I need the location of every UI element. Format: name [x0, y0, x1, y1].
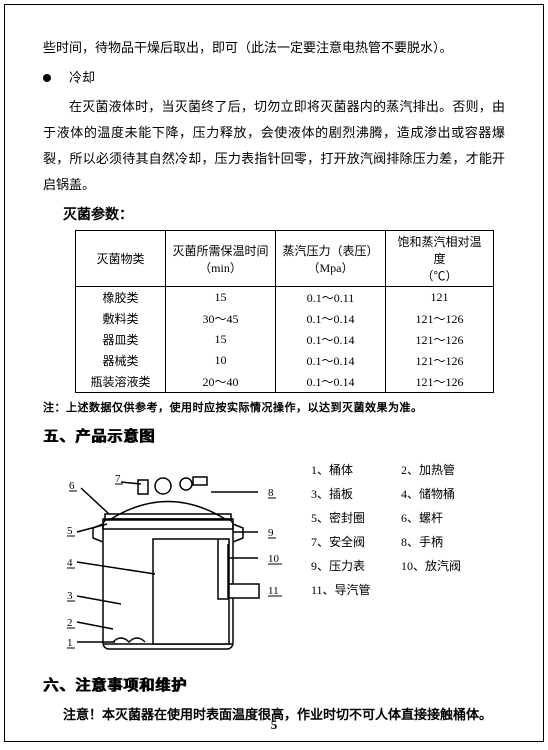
product-diagram: 1 2 3 4 5 6 7 8 9 10 11: [43, 454, 303, 664]
table-row: 器皿类150.1～0.14121～126: [76, 329, 494, 350]
table-cell: 0.1～0.11: [276, 287, 386, 309]
heading-notes: 六、注意事项和维护: [43, 674, 505, 695]
top-fragment: 些时间，待物品干燥后取出，即可（此法一定要注意电热管不要脱水）。: [43, 35, 505, 61]
svg-text:3: 3: [67, 590, 73, 602]
table-cell: 0.1～0.14: [276, 308, 386, 329]
legend-item: 2、加热管: [401, 458, 491, 482]
svg-text:8: 8: [268, 487, 274, 499]
table-cell: 15: [166, 329, 276, 350]
table-header: 饱和蒸汽相对温度（℃）: [386, 231, 494, 287]
cooling-paragraph: 在灭菌液体时，当灭菌终了后，切勿立即将灭菌器内的蒸汽排出。否则，由于液体的温度未…: [43, 94, 505, 198]
cooling-bullet: 冷却: [43, 65, 505, 91]
cooling-bullet-label: 冷却: [69, 65, 95, 91]
params-table: 灭菌物类 灭菌所需保温时间（min） 蒸汽压力（表压）（Mpa） 饱和蒸汽相对温…: [75, 230, 494, 393]
legend-item: 10、放汽阀: [401, 554, 491, 578]
table-cell: 器械类: [76, 350, 166, 371]
legend-row: 1、桶体2、加热管: [311, 458, 505, 482]
heading-diagram: 五、产品示意图: [43, 425, 505, 446]
diagram-legend: 1、桶体2、加热管3、插板4、储物桶5、密封圈6、螺杆7、安全阀8、手柄9、压力…: [303, 454, 505, 664]
diagram-area: 1 2 3 4 5 6 7 8 9 10 11 1、桶体2、加热管3、插板4、储物桶5、密封圈6、螺…: [43, 454, 505, 664]
table-cell: 瓶装溶液类: [76, 371, 166, 393]
table-cell: 0.1～0.14: [276, 350, 386, 371]
table-header: 蒸汽压力（表压）（Mpa）: [276, 231, 386, 287]
table-cell: 30～45: [166, 308, 276, 329]
table-cell: 121: [386, 287, 494, 309]
table-cell: 121～126: [386, 329, 494, 350]
legend-item: 3、插板: [311, 482, 401, 506]
table-row: 器械类100.1～0.14121～126: [76, 350, 494, 371]
legend-item: [401, 578, 491, 602]
table-row: 瓶装溶液类20～400.1～0.14121～126: [76, 371, 494, 393]
svg-text:6: 6: [69, 480, 75, 492]
table-cell: 10: [166, 350, 276, 371]
table-cell: 橡胶类: [76, 287, 166, 309]
svg-text:5: 5: [67, 525, 73, 537]
svg-text:7: 7: [115, 473, 121, 485]
legend-row: 11、导汽管: [311, 578, 505, 602]
table-cell: 15: [166, 287, 276, 309]
legend-item: 1、桶体: [311, 458, 401, 482]
table-cell: 121～126: [386, 371, 494, 393]
legend-item: 9、压力表: [311, 554, 401, 578]
table-cell: 121～126: [386, 350, 494, 371]
bullet-icon: [43, 74, 51, 82]
svg-text:4: 4: [67, 557, 73, 569]
table-cell: 0.1～0.14: [276, 371, 386, 393]
legend-item: 11、导汽管: [311, 578, 401, 602]
table-cell: 121～126: [386, 308, 494, 329]
legend-row: 5、密封圈6、螺杆: [311, 506, 505, 530]
table-row: 敷料类30～450.1～0.14121～126: [76, 308, 494, 329]
svg-text:1: 1: [67, 637, 73, 649]
legend-item: 4、储物桶: [401, 482, 491, 506]
svg-text:9: 9: [268, 527, 274, 539]
legend-item: 5、密封圈: [311, 506, 401, 530]
table-cell: 器皿类: [76, 329, 166, 350]
legend-item: 6、螺杆: [401, 506, 491, 530]
table-cell: 20～40: [166, 371, 276, 393]
legend-item: 8、手柄: [401, 530, 491, 554]
legend-item: 7、安全阀: [311, 530, 401, 554]
table-cell: 敷料类: [76, 308, 166, 329]
svg-text:10: 10: [268, 553, 280, 565]
table-row: 橡胶类150.1～0.11121: [76, 287, 494, 309]
legend-row: 7、安全阀8、手柄: [311, 530, 505, 554]
legend-row: 9、压力表10、放汽阀: [311, 554, 505, 578]
table-cell: 0.1～0.14: [276, 329, 386, 350]
table-note: 注：上述数据仅供参考，使用时应按实际情况操作，以达到灭菌效果为准。: [43, 399, 505, 415]
table-header: 灭菌物类: [76, 231, 166, 287]
svg-text:11: 11: [268, 585, 279, 597]
legend-row: 3、插板4、储物桶: [311, 482, 505, 506]
page-number: 5: [5, 717, 543, 733]
svg-text:2: 2: [67, 617, 73, 629]
params-title: 灭菌参数：: [63, 204, 505, 224]
table-header: 灭菌所需保温时间（min）: [166, 231, 276, 287]
